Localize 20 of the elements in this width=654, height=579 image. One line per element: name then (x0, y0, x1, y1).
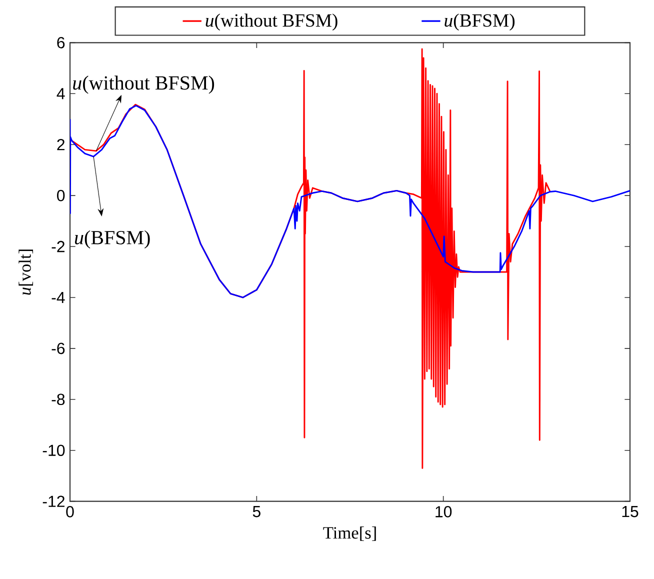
legend-label: u(BFSM) (444, 14, 515, 31)
y-axis-title: u[volt] (18, 250, 34, 295)
y-tick-label: -6 (52, 342, 65, 354)
legend-label: u(without BFSM) (206, 14, 338, 31)
y-tick-label: -10 (42, 444, 65, 456)
y-tick-label: 6 (57, 37, 65, 48)
y-tick-label: -8 (52, 394, 65, 406)
y-tick-label: -4 (52, 292, 65, 304)
y-tick-label: -12 (42, 496, 64, 508)
annotation: u(BFSM) (75, 230, 150, 249)
x-tick-label: 0 (66, 506, 74, 518)
annotation: u(without BFSM) (73, 76, 214, 94)
y-tick-label: 0 (57, 190, 65, 202)
x-axis-title: Time[s] (323, 526, 376, 542)
x-tick-label: 5 (252, 506, 260, 518)
y-tick-label: 4 (56, 88, 65, 100)
y-tick-label: 2 (57, 139, 64, 150)
x-tick-label: 15 (622, 506, 638, 518)
x-tick-label: 10 (436, 506, 452, 518)
y-tick-label: -2 (52, 241, 64, 252)
